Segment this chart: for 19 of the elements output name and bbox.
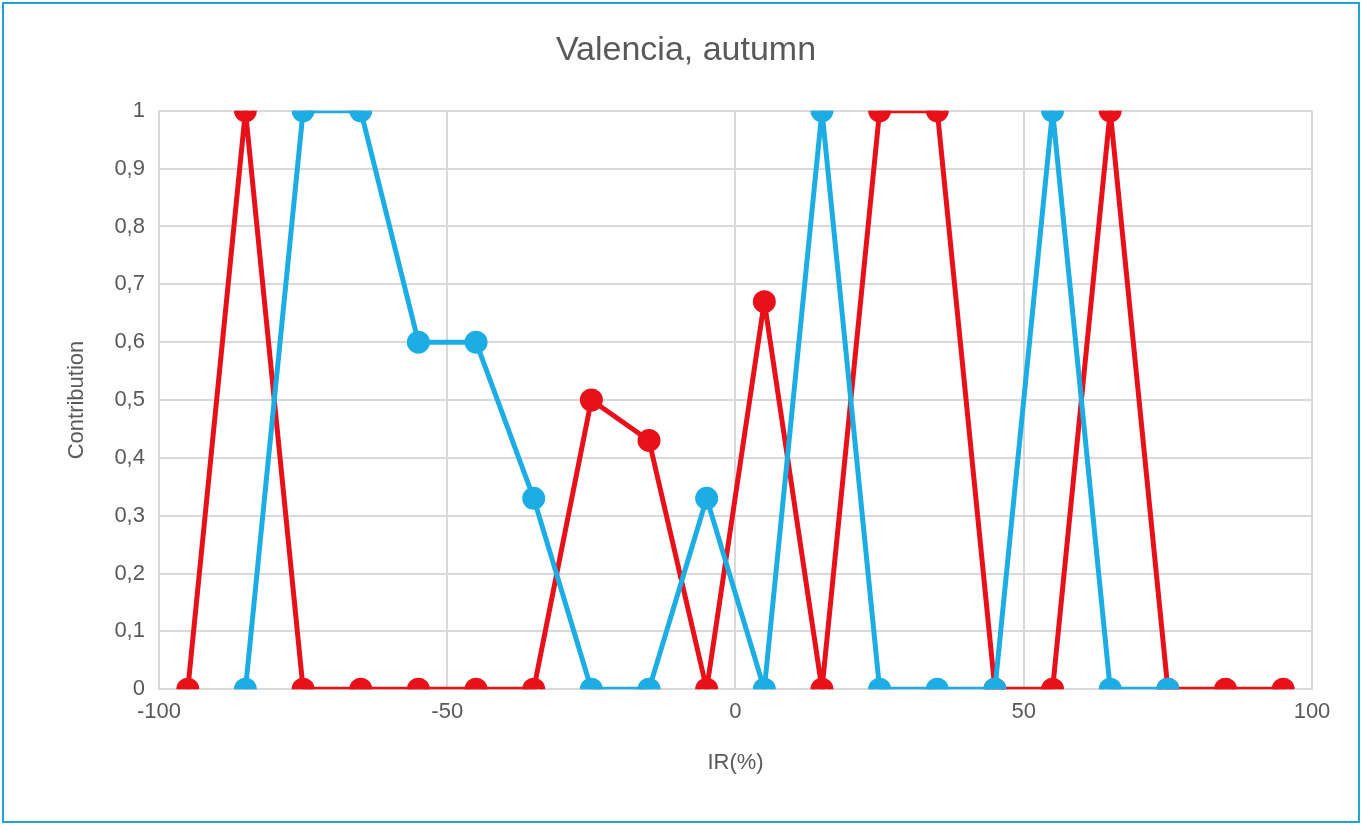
y-tick-label: 0,2 xyxy=(114,559,145,585)
x-tick-label: -50 xyxy=(431,698,464,724)
x-axis-title: IR(%) xyxy=(707,748,764,774)
y-tick-label: 0,9 xyxy=(114,154,145,180)
x-tick-label: 0 xyxy=(729,698,742,724)
y-axis-title: Contribution xyxy=(63,340,89,460)
y-tick-label: 0,5 xyxy=(114,386,145,412)
y-tick-label: 0,1 xyxy=(114,617,145,643)
chart-title: Valencia, autumn xyxy=(555,28,817,67)
x-tick-label: 100 xyxy=(1293,698,1331,724)
x-tick-label: 50 xyxy=(1011,698,1036,724)
y-tick-label: 1 xyxy=(132,96,145,122)
y-tick-label: 0,8 xyxy=(114,212,145,238)
y-tick-label: 0,7 xyxy=(114,270,145,296)
y-tick-label: 0 xyxy=(132,675,145,701)
x-tick-label: -100 xyxy=(136,698,182,724)
y-tick-label: 0,6 xyxy=(114,328,145,354)
y-tick-label: 0,4 xyxy=(114,443,145,469)
y-tick-label: 0,3 xyxy=(114,501,145,527)
